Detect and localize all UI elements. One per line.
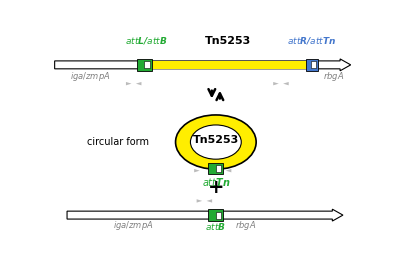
Text: circular form: circular form	[86, 137, 148, 147]
Text: $\mathit{att}$R/$\mathit{att}$Tn: $\mathit{att}$R/$\mathit{att}$Tn	[287, 36, 337, 46]
Bar	[306, 59, 318, 71]
Polygon shape	[136, 82, 142, 85]
Bar	[216, 212, 221, 218]
Text: $\mathit{att}$Tn: $\mathit{att}$Tn	[202, 176, 230, 188]
Bar	[311, 62, 316, 68]
Bar	[137, 59, 152, 71]
Polygon shape	[194, 169, 200, 172]
Bar	[144, 61, 312, 69]
Text: $\mathit{iga/zmpA}$: $\mathit{iga/zmpA}$	[113, 220, 154, 233]
Text: $\mathit{att}$B: $\mathit{att}$B	[206, 221, 226, 232]
Polygon shape	[126, 82, 132, 85]
Circle shape	[176, 115, 256, 169]
Text: $\mathit{rbgA}$: $\mathit{rbgA}$	[323, 70, 344, 83]
Text: Tn5253: Tn5253	[205, 36, 251, 46]
Bar	[208, 209, 223, 221]
Circle shape	[190, 125, 241, 159]
Polygon shape	[55, 59, 351, 71]
Bar	[144, 62, 150, 68]
Bar	[216, 165, 221, 172]
Text: +: +	[208, 179, 224, 198]
Polygon shape	[67, 209, 343, 221]
Polygon shape	[283, 82, 289, 85]
Text: $\mathit{rbgA}$: $\mathit{rbgA}$	[235, 220, 256, 233]
Polygon shape	[206, 199, 212, 203]
Polygon shape	[273, 82, 279, 85]
Text: $\mathit{att}$L/$\mathit{att}$B: $\mathit{att}$L/$\mathit{att}$B	[125, 36, 167, 46]
Polygon shape	[197, 199, 202, 203]
Bar	[208, 163, 223, 174]
Text: Tn5253: Tn5253	[193, 135, 239, 145]
Polygon shape	[226, 169, 231, 172]
Text: $\mathit{iga/zmpA}$: $\mathit{iga/zmpA}$	[70, 70, 111, 83]
